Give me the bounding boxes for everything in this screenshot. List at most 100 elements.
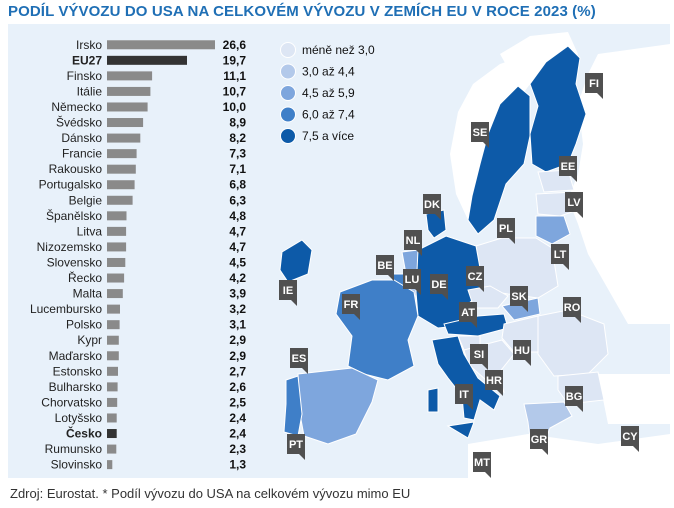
- legend-label: 3,0 až 4,4: [302, 65, 355, 79]
- country-tag-pointer: [497, 390, 503, 396]
- country-tag-de: DE: [430, 274, 448, 300]
- category-label: EU27: [72, 53, 102, 67]
- country-tag-box: [473, 452, 491, 472]
- category-label: Francie: [62, 147, 102, 161]
- country-tag-box: [342, 294, 360, 314]
- country-tag-box: [403, 269, 421, 289]
- country-code: ES: [292, 353, 307, 365]
- legend-label: 4,5 až 5,9: [302, 86, 355, 100]
- country-tag-pointer: [633, 446, 639, 452]
- country-code: SE: [473, 127, 488, 139]
- category-label: Estonsko: [53, 364, 103, 378]
- country-code: MT: [474, 457, 490, 469]
- eu-map: FI SE EE LV LT DK PL NL BE LU DE CZ SK IE FR AT RO HU SI HR…: [279, 32, 670, 478]
- category-label: Itálie: [77, 84, 103, 98]
- country-tag-pointer: [467, 404, 473, 410]
- country-ro: [537, 309, 609, 377]
- country-tag-box: [290, 348, 308, 368]
- country-tag-pointer: [575, 317, 581, 323]
- country-code: BE: [377, 260, 392, 272]
- country-code: IT: [459, 389, 469, 401]
- value-label: 3,1: [229, 318, 246, 332]
- country-tag-box: [563, 297, 581, 317]
- category-label: Malta: [73, 287, 103, 301]
- category-label: Dánsko: [61, 131, 102, 145]
- bar: [107, 102, 148, 112]
- country-tag-box: [470, 344, 488, 364]
- country-tag-box: [559, 156, 577, 176]
- country-tag-pointer: [542, 449, 548, 455]
- country-tag-pointer: [442, 294, 448, 300]
- country-tag-si: SI: [470, 344, 488, 370]
- value-label: 4,7: [229, 240, 246, 254]
- value-label: 19,7: [223, 53, 247, 67]
- value-label: 4,5: [229, 255, 246, 269]
- bar: [107, 460, 113, 470]
- country-code: PT: [289, 439, 303, 451]
- country-tag-pointer: [563, 264, 569, 270]
- country-tag-hu: HU: [513, 340, 531, 366]
- country-tag-fi: FI: [585, 73, 603, 99]
- value-label: 2,9: [229, 333, 246, 347]
- category-label: Německo: [51, 100, 102, 114]
- country-tag-lv: LV: [565, 192, 583, 218]
- country-code: PL: [499, 223, 513, 235]
- bar-chart: Irsko 26,6 EU27 19,7 Finsko 11,1 Itálie 10,7 Něm…: [30, 38, 247, 472]
- bar: [107, 133, 141, 143]
- value-label: 3,9: [229, 287, 246, 301]
- bar: [107, 40, 215, 50]
- legend-swatch: [280, 85, 296, 101]
- country-tag-dk: DK: [423, 194, 441, 220]
- source-note: Zdroj: Eurostat. * Podíl vývozu do USA n…: [10, 486, 411, 501]
- country-tag-box: [497, 218, 515, 238]
- country-tag-nl: NL: [404, 230, 422, 256]
- country-tag-ee: EE: [559, 156, 577, 182]
- country-tag-pointer: [471, 322, 477, 328]
- country-tag-bg: BG: [565, 386, 583, 412]
- country-tag-cy: CY: [621, 426, 639, 452]
- country-tag-box: [423, 194, 441, 214]
- country-code: FR: [344, 299, 359, 311]
- country-tag-box: [551, 244, 569, 264]
- country-tag-pointer: [483, 142, 489, 148]
- country-tag-pointer: [291, 300, 297, 306]
- country-tag-be: BE: [376, 255, 394, 281]
- country-tag-pointer: [354, 314, 360, 320]
- country-code: IE: [283, 285, 293, 297]
- value-label: 2,3: [229, 442, 246, 456]
- bar: [107, 444, 117, 454]
- country-it: [431, 335, 501, 421]
- country-code: BG: [566, 391, 583, 403]
- bar: [107, 257, 126, 267]
- country-tag-pointer: [302, 368, 308, 374]
- legend: méně než 3,0 3,0 až 4,4 4,5 až 5,9 6,0 až 7…: [280, 42, 375, 144]
- category-label: Slovensko: [47, 255, 103, 269]
- category-label: Lucembursko: [30, 302, 102, 316]
- legend-label: 6,0 až 7,4: [302, 108, 355, 122]
- country-tag-pointer: [597, 93, 603, 99]
- country-tag-pointer: [522, 306, 528, 312]
- value-label: 26,6: [223, 38, 247, 52]
- country-tag-pt: PT: [287, 434, 305, 460]
- bar: [107, 149, 137, 159]
- category-label: Maďarsko: [49, 349, 103, 363]
- country-tag-pointer: [509, 238, 515, 244]
- category-label: Litva: [77, 224, 103, 238]
- country-tag-pointer: [478, 286, 484, 292]
- country-tag-hr: HR: [485, 370, 503, 396]
- value-label: 8,9: [229, 116, 246, 130]
- country-tag-box: [510, 286, 528, 306]
- value-label: 2,4: [229, 411, 246, 425]
- bar: [107, 335, 119, 345]
- bar: [107, 242, 127, 252]
- bar: [107, 273, 125, 283]
- bar: [107, 289, 123, 299]
- value-label: 6,8: [229, 178, 246, 192]
- value-label: 7,1: [229, 162, 246, 176]
- country-tag-sk: SK: [510, 286, 528, 312]
- country-it-sardinia: [427, 387, 439, 413]
- country-code: CY: [622, 431, 638, 443]
- value-label: 2,4: [229, 427, 246, 441]
- bar: [107, 366, 118, 376]
- country-tag-box: [485, 370, 503, 390]
